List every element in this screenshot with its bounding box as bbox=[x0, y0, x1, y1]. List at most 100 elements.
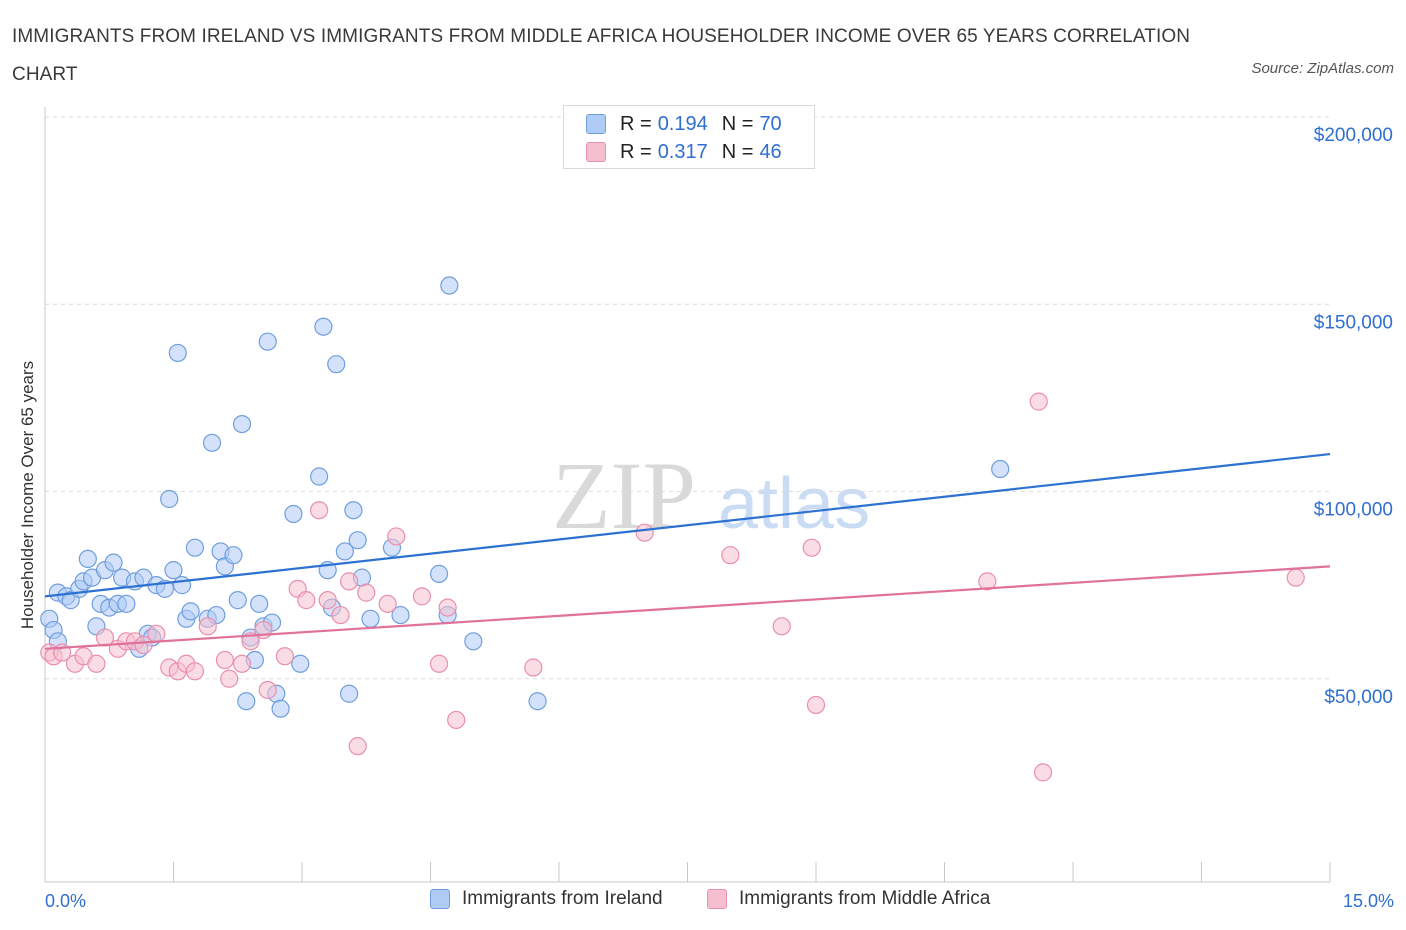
africa-n-value: 46 bbox=[759, 140, 782, 163]
x-tick-max: 15.0% bbox=[1342, 891, 1394, 911]
africa-point bbox=[232, 654, 252, 673]
stats-legend: R = 0.194 N = 70 R = 0.317 N = 46 bbox=[563, 105, 815, 169]
africa-point bbox=[87, 654, 106, 673]
africa-point bbox=[220, 669, 239, 688]
r-label: R = bbox=[620, 112, 652, 135]
africa-point bbox=[331, 605, 350, 625]
ireland-point bbox=[160, 489, 179, 509]
africa-point bbox=[318, 591, 337, 610]
ireland-point bbox=[335, 542, 354, 561]
ireland-point bbox=[172, 576, 192, 595]
ireland-point bbox=[391, 605, 410, 625]
africa-trend-line bbox=[44, 565, 1331, 650]
africa-point bbox=[348, 737, 367, 756]
africa-point bbox=[978, 572, 997, 591]
ireland-point bbox=[181, 602, 200, 621]
africa-point bbox=[1286, 568, 1305, 587]
x-tick-min: 0.0% bbox=[45, 891, 87, 911]
ireland-point bbox=[291, 654, 310, 673]
ireland-swatch bbox=[586, 114, 606, 134]
africa-point bbox=[1033, 763, 1053, 782]
ireland-point bbox=[250, 594, 269, 613]
africa-point bbox=[772, 617, 791, 636]
ireland-point bbox=[117, 594, 136, 613]
legend-swatch-africa bbox=[707, 889, 727, 909]
y-tick-label: $100,000 bbox=[1314, 500, 1393, 521]
africa-point bbox=[310, 501, 329, 520]
africa-point bbox=[258, 680, 277, 700]
y-tick-label: $150,000 bbox=[1314, 312, 1393, 333]
stats-row-africa: R = 0.317 N = 46 bbox=[586, 138, 796, 166]
africa-point bbox=[387, 527, 406, 546]
stats-row-ireland: R = 0.194 N = 70 bbox=[586, 110, 796, 138]
legend-label-ireland: Immigrants from Ireland bbox=[462, 888, 663, 909]
ireland-point bbox=[528, 692, 547, 711]
ireland-point bbox=[327, 355, 346, 374]
ireland-point bbox=[185, 538, 205, 557]
africa-swatch bbox=[586, 142, 606, 162]
africa-point bbox=[275, 647, 294, 666]
africa-point bbox=[412, 587, 432, 606]
ireland-point bbox=[78, 549, 97, 569]
africa-point bbox=[447, 710, 466, 730]
ireland-point bbox=[348, 531, 367, 550]
watermark: ZIP atlas bbox=[552, 442, 870, 549]
trend-lines bbox=[44, 452, 1331, 650]
legend-label-africa: Immigrants from Middle Africa bbox=[739, 888, 991, 909]
ireland-point bbox=[104, 553, 123, 572]
africa-point bbox=[524, 658, 543, 677]
ireland-point bbox=[991, 459, 1010, 479]
ireland-point bbox=[314, 317, 333, 336]
africa-point bbox=[635, 523, 654, 542]
ireland-point bbox=[340, 684, 359, 703]
y-tick-label: $50,000 bbox=[1324, 687, 1393, 708]
y-axis-label: Householder Income Over 65 years bbox=[18, 360, 37, 630]
africa-point bbox=[185, 662, 205, 681]
africa-point bbox=[378, 594, 397, 613]
africa-point bbox=[438, 598, 457, 617]
ireland-point bbox=[228, 591, 247, 610]
legend-swatch-ireland bbox=[430, 889, 450, 909]
chart-title: IMMIGRANTS FROM IRELAND VS IMMIGRANTS FR… bbox=[12, 26, 1191, 85]
source-note: Source: ZipAtlas.com bbox=[1251, 60, 1394, 77]
y-tick-labels: $50,000 $100,000 $150,000 $200,000 bbox=[1314, 125, 1393, 708]
africa-point bbox=[297, 591, 316, 610]
series-legend: Immigrants from Ireland Immigrants from … bbox=[0, 888, 1406, 918]
ireland-point bbox=[361, 609, 380, 628]
ireland-trend-line bbox=[44, 452, 1331, 598]
ireland-point bbox=[440, 276, 459, 295]
ireland-point bbox=[258, 332, 277, 351]
ireland-point bbox=[271, 699, 290, 718]
ireland-point bbox=[168, 343, 187, 363]
africa-r-value: 0.317 bbox=[657, 140, 708, 163]
africa-point bbox=[429, 654, 449, 673]
ireland-point bbox=[202, 433, 222, 452]
axes bbox=[44, 107, 1331, 883]
watermark-atlas: atlas bbox=[718, 464, 870, 544]
ireland-point bbox=[429, 564, 449, 583]
africa-point bbox=[134, 635, 153, 655]
ireland-point bbox=[237, 692, 256, 711]
legend-item-africa[interactable]: Immigrants from Middle Africa bbox=[707, 888, 990, 910]
y-tick-label: $200,000 bbox=[1314, 125, 1393, 146]
n-label: N = bbox=[721, 112, 754, 135]
africa-point bbox=[1029, 392, 1048, 411]
ireland-r-value: 0.194 bbox=[657, 112, 708, 135]
africa-point bbox=[147, 624, 166, 643]
ireland-point bbox=[224, 546, 243, 565]
ireland-point bbox=[344, 501, 363, 520]
africa-point bbox=[340, 572, 359, 591]
ireland-point bbox=[464, 632, 483, 651]
africa-point bbox=[357, 583, 376, 602]
ireland-point bbox=[310, 467, 329, 486]
africa-point bbox=[95, 628, 115, 647]
africa-point bbox=[806, 695, 826, 715]
ireland-point bbox=[232, 414, 252, 434]
africa-point bbox=[802, 538, 821, 557]
r-label: R = bbox=[620, 140, 652, 163]
ireland-n-value: 70 bbox=[759, 112, 782, 135]
africa-point bbox=[721, 546, 740, 565]
n-label: N = bbox=[721, 140, 754, 163]
legend-item-ireland[interactable]: Immigrants from Ireland bbox=[430, 888, 663, 910]
africa-point bbox=[215, 650, 234, 670]
